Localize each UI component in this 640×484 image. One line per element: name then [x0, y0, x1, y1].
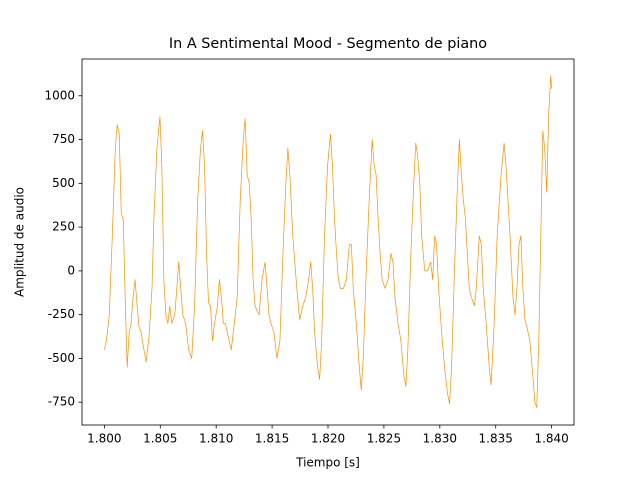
x-tick-label: 1.835 — [479, 432, 513, 446]
y-tick-label: -250 — [48, 307, 75, 321]
y-tick-label: 500 — [52, 176, 75, 190]
x-tick-label: 1.830 — [423, 432, 457, 446]
x-tick-label: 1.800 — [87, 432, 121, 446]
y-axis-label: Amplitud de audio — [13, 187, 27, 297]
waveform-line — [104, 75, 552, 408]
x-tick-label: 1.815 — [255, 432, 289, 446]
y-tick-label: -500 — [48, 351, 75, 365]
y-tick-label: 1000 — [44, 88, 75, 102]
x-axis-label: Tiempo [s] — [295, 456, 360, 470]
x-tick-label: 1.825 — [367, 432, 401, 446]
x-tick-label: 1.820 — [311, 432, 345, 446]
y-tick-label: 0 — [67, 263, 75, 277]
x-tick-label: 1.805 — [143, 432, 177, 446]
y-tick-label: 750 — [52, 132, 75, 146]
y-tick-label: 250 — [52, 220, 75, 234]
y-tick-label: -750 — [48, 395, 75, 409]
x-tick-label: 1.810 — [199, 432, 233, 446]
chart-title: In A Sentimental Mood - Segmento de pian… — [169, 36, 487, 52]
axes-frame — [81, 58, 575, 426]
x-tick-label: 1.840 — [534, 432, 568, 446]
